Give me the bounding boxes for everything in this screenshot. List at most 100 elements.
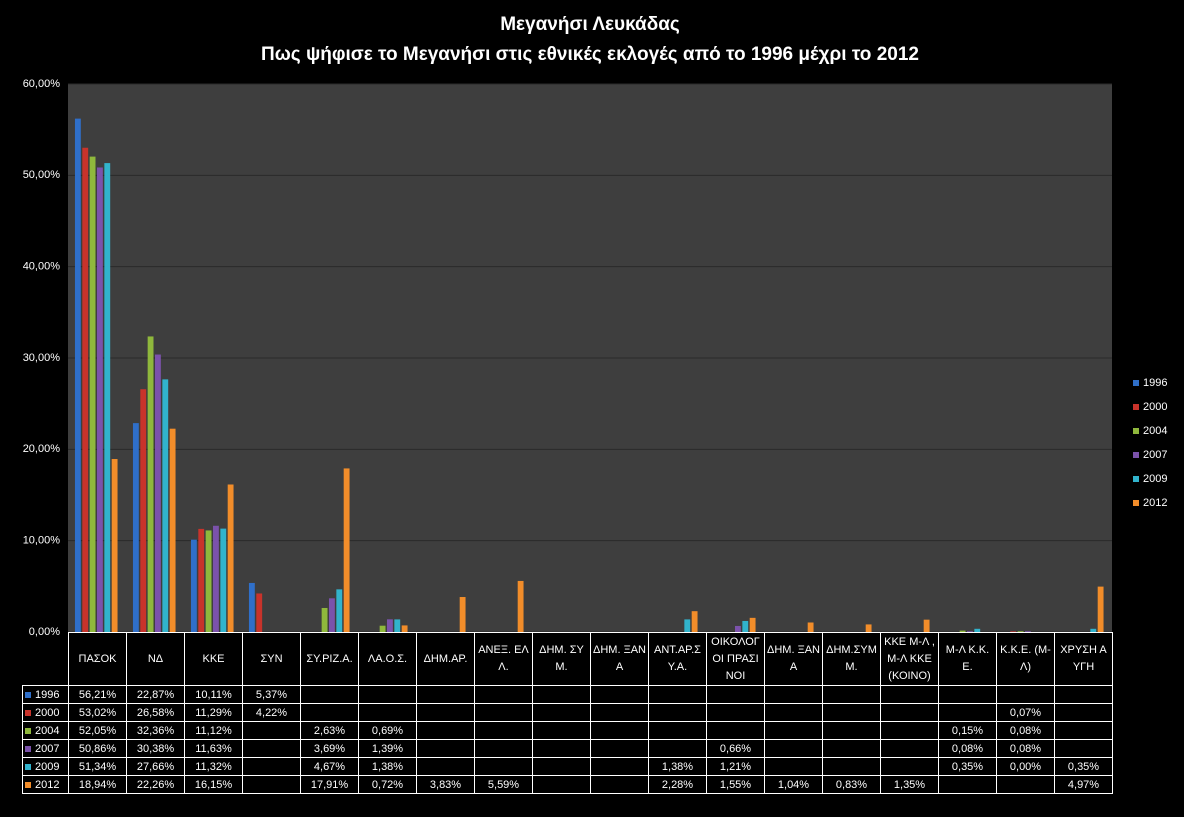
bar	[967, 631, 973, 632]
row-label: 2004	[35, 724, 60, 737]
column-header: ΔΗΜ.ΑΡ.	[416, 632, 475, 686]
table-cell	[880, 703, 939, 722]
table-cell: 27,66%	[126, 757, 185, 776]
legend-key	[1133, 404, 1139, 410]
table-cell: 1,35%	[880, 775, 939, 794]
table-cell	[706, 703, 765, 722]
chart-title: Μεγανήσι Λευκάδας	[500, 14, 680, 35]
table-cell: 17,91%	[300, 775, 359, 794]
bar	[248, 582, 255, 632]
table-cell: 4,97%	[1054, 775, 1113, 794]
table-cell: 10,11%	[184, 685, 243, 704]
bar	[132, 423, 139, 632]
table-cell	[996, 775, 1055, 794]
table-cell: 51,34%	[68, 757, 127, 776]
table-cell: 2,63%	[300, 721, 359, 740]
table-cell	[532, 757, 591, 776]
legend-key	[1133, 476, 1139, 482]
table-cell	[764, 721, 823, 740]
table-cell: 0,08%	[996, 721, 1055, 740]
table-cell	[938, 775, 997, 794]
bar	[89, 156, 96, 633]
bar	[111, 459, 118, 632]
y-tick-label: 0,00%	[29, 626, 60, 638]
column-header: ΔΗΜ.ΣΥΜΜ.	[822, 632, 881, 686]
bar	[205, 530, 212, 632]
table-cell: 3,69%	[300, 739, 359, 758]
legend-key	[25, 763, 31, 770]
table-cell	[880, 739, 939, 758]
bar	[321, 607, 328, 632]
column-header: ΣΥ.ΡΙΖ.Α.	[300, 632, 359, 686]
table-cell: 0,15%	[938, 721, 997, 740]
table-cell	[416, 685, 475, 704]
table-cell	[1054, 703, 1113, 722]
table-cell	[358, 685, 417, 704]
legend-key	[1133, 500, 1139, 506]
table-cell	[300, 685, 359, 704]
legend-key	[1133, 452, 1139, 458]
bar	[190, 539, 197, 632]
y-tick-label: 10,00%	[23, 535, 61, 547]
corner	[23, 633, 69, 686]
y-tick-label: 60,00%	[23, 78, 61, 90]
table-cell	[474, 685, 533, 704]
table-cell	[532, 685, 591, 704]
table-cell	[532, 703, 591, 722]
table-cell: 32,36%	[126, 721, 185, 740]
table-cell: 3,83%	[416, 775, 475, 794]
table-cell	[300, 703, 359, 722]
row-header: 2004	[22, 721, 69, 740]
column-header: ΝΔ	[126, 632, 185, 686]
legend-key	[25, 727, 31, 734]
bar	[213, 525, 219, 632]
legend-key	[25, 691, 31, 698]
row-header: 2009	[22, 757, 69, 776]
table-cell: 11,12%	[184, 721, 243, 740]
bar	[155, 354, 161, 632]
table-cell: 52,05%	[68, 721, 127, 740]
bar	[387, 619, 393, 632]
legend-key	[1133, 428, 1139, 434]
bar	[104, 163, 111, 632]
bar	[459, 597, 466, 632]
bar	[336, 589, 343, 632]
column-header: ΛΑ.Ο.Σ.	[358, 632, 417, 686]
table-cell: 0,08%	[938, 739, 997, 758]
legend-key	[25, 709, 31, 716]
bar	[691, 611, 698, 632]
table-cell	[416, 703, 475, 722]
table-cell	[880, 685, 939, 704]
table-cell: 53,02%	[68, 703, 127, 722]
bar	[140, 389, 147, 632]
row-label: 2012	[35, 778, 60, 791]
bar	[684, 619, 691, 632]
table-cell	[590, 739, 649, 758]
table-cell	[242, 721, 301, 740]
table-cell	[532, 721, 591, 740]
y-tick-label: 50,00%	[23, 169, 61, 181]
table-row: 2004 52,05% 32,36% 11,12% 2,63% 0,69% 0,15% 0,0…	[22, 721, 1113, 740]
legend-key	[25, 745, 31, 752]
table-cell: 56,21%	[68, 685, 127, 704]
bar	[227, 484, 234, 632]
row-header: 1996	[22, 685, 69, 704]
table-cell	[1054, 721, 1113, 740]
table-cell: 30,38%	[126, 739, 185, 758]
bar	[923, 619, 930, 632]
column-header: Κ.Κ.Ε. (Μ-Λ)	[996, 632, 1055, 686]
bar	[865, 624, 872, 632]
bar	[169, 428, 176, 632]
data-table: ΠΑΣΟΚ ΝΔ ΚΚΕ ΣΥΝ ΣΥ.ΡΙΖ.Α. ΛΑ.Ο.Σ. ΔΗΜ.ΑΡ. ΑΝΕΞ…	[22, 632, 1113, 794]
table-cell: 26,58%	[126, 703, 185, 722]
table-cell	[1054, 685, 1113, 704]
table-cell	[590, 757, 649, 776]
table-row: 2012 18,94% 22,26% 16,15% 17,91% 0,72% 3,83% 5,…	[22, 775, 1113, 794]
table-cell	[880, 757, 939, 776]
table-cell	[648, 703, 707, 722]
table-row: 2007 50,86% 30,38% 11,63% 3,69% 1,39% 0,66% 0,0…	[22, 739, 1113, 758]
table-cell: 4,22%	[242, 703, 301, 722]
column-header: ΚΚΕ Μ-Λ ,Μ-Λ ΚΚΕ (ΚΟΙΝΟ)	[880, 632, 939, 686]
table-cell: 0,69%	[358, 721, 417, 740]
